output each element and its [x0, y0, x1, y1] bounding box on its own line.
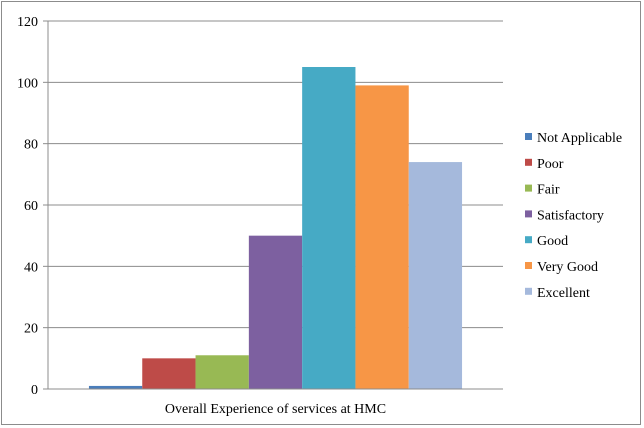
x-category-label: Overall Experience of services at HMC: [165, 402, 386, 417]
legend-swatch: [525, 210, 532, 218]
legend-label: Fair: [537, 183, 560, 198]
y-tick-label: 40: [24, 260, 38, 275]
legend-label: Poor: [537, 157, 564, 172]
y-tick-label: 60: [24, 199, 38, 214]
y-tick-label: 20: [24, 322, 38, 337]
legend: Not Applicable Poor Fair Satisfactory Good Ve…: [525, 131, 622, 301]
legend-label: Very Good: [537, 260, 598, 275]
legend-swatch: [525, 158, 532, 166]
legend-swatch: [525, 287, 532, 295]
legend-label: Excellent: [537, 286, 590, 301]
y-tick-label: 80: [24, 138, 38, 153]
y-tick-label: 0: [31, 383, 38, 398]
legend-label: Good: [537, 234, 568, 249]
y-tick-label: 120: [17, 15, 38, 30]
legend-label: Not Applicable: [537, 131, 622, 146]
bar-satisfactory: [248, 235, 303, 389]
y-axis-ticks: 0 20 40 60 80 100 120: [17, 15, 38, 398]
legend-swatch: [525, 236, 532, 244]
legend-swatch: [525, 262, 532, 269]
bar-good: [302, 67, 356, 389]
y-tick-label: 100: [17, 76, 38, 91]
legend-swatch: [525, 133, 532, 140]
bars: [88, 67, 463, 390]
legend-swatch: [525, 184, 532, 192]
bar-fair: [195, 355, 249, 389]
legend-label: Satisfactory: [537, 208, 604, 223]
bar-very-good: [355, 85, 409, 390]
bar-excellent: [408, 162, 463, 389]
bar-not-applicable: [88, 385, 143, 389]
bar-poor: [142, 358, 196, 389]
